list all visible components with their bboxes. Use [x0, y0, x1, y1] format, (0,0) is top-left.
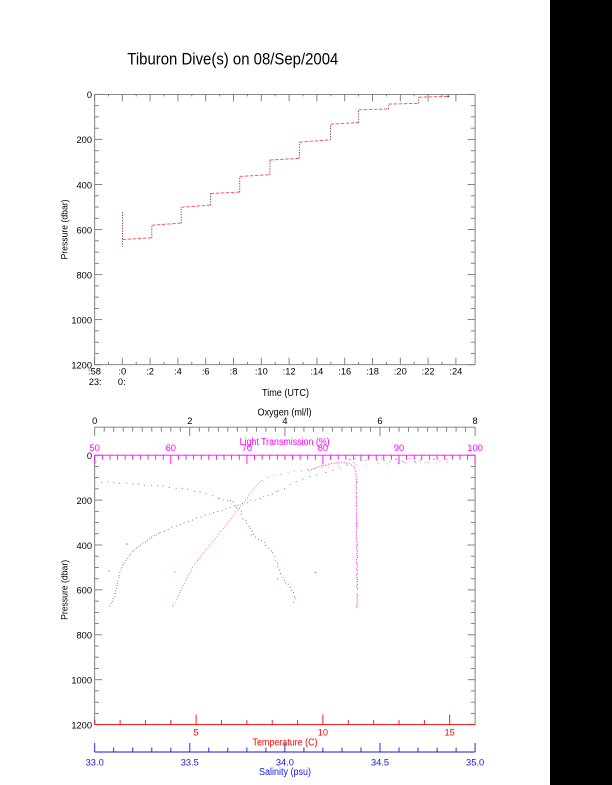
- svg-text::4: :4: [174, 367, 182, 377]
- svg-text:1200: 1200: [71, 720, 92, 730]
- svg-text:5: 5: [194, 728, 199, 738]
- svg-text::12: :12: [283, 367, 296, 377]
- svg-text::6: :6: [202, 367, 210, 377]
- svg-text:Pressure (dbar): Pressure (dbar): [60, 560, 71, 620]
- svg-text:Time (UTC): Time (UTC): [262, 388, 309, 399]
- svg-text:8: 8: [473, 416, 478, 426]
- svg-text:0:: 0:: [118, 377, 126, 387]
- svg-text::20: :20: [394, 367, 407, 377]
- svg-text:Salinity (psu): Salinity (psu): [259, 767, 311, 778]
- svg-text:400: 400: [76, 541, 92, 551]
- svg-text:70: 70: [242, 443, 252, 453]
- svg-text:800: 800: [76, 631, 92, 641]
- svg-text::14: :14: [310, 367, 323, 377]
- svg-text:34.5: 34.5: [371, 757, 389, 767]
- svg-text:0: 0: [92, 416, 97, 426]
- svg-text:23:: 23:: [89, 377, 102, 387]
- svg-text:2: 2: [187, 416, 192, 426]
- svg-text::18: :18: [366, 367, 379, 377]
- svg-text:33.5: 33.5: [181, 757, 199, 767]
- svg-text:10: 10: [318, 728, 328, 738]
- svg-text:6: 6: [377, 416, 382, 426]
- svg-text:200: 200: [76, 496, 92, 506]
- svg-text:Oxygen (ml/l): Oxygen (ml/l): [258, 407, 312, 418]
- svg-text:Temperature (C): Temperature (C): [253, 737, 318, 748]
- svg-text:0: 0: [87, 90, 92, 100]
- svg-text:1200: 1200: [71, 361, 92, 371]
- svg-text:4: 4: [282, 416, 287, 426]
- svg-text:35.0: 35.0: [466, 757, 484, 767]
- svg-text:Light Transmission (%): Light Transmission (%): [240, 437, 330, 448]
- svg-text::0: :0: [118, 367, 126, 377]
- svg-text:100: 100: [467, 443, 483, 453]
- svg-text:60: 60: [166, 443, 176, 453]
- svg-text:80: 80: [318, 443, 328, 453]
- svg-text:600: 600: [76, 586, 92, 596]
- svg-text::2: :2: [146, 367, 154, 377]
- svg-text::16: :16: [338, 367, 351, 377]
- svg-text:1000: 1000: [71, 676, 92, 686]
- svg-text:1000: 1000: [71, 315, 92, 325]
- svg-text:50: 50: [90, 443, 100, 453]
- svg-text:200: 200: [76, 135, 92, 145]
- svg-text::24: :24: [449, 367, 462, 377]
- svg-text::8: :8: [230, 367, 238, 377]
- svg-text:34.0: 34.0: [276, 757, 294, 767]
- svg-text:33.0: 33.0: [86, 757, 104, 767]
- svg-text::22: :22: [422, 367, 435, 377]
- svg-text:0: 0: [87, 451, 92, 461]
- svg-text::58: :58: [88, 367, 101, 377]
- svg-text::10: :10: [255, 367, 268, 377]
- svg-text:400: 400: [76, 180, 92, 190]
- svg-text:90: 90: [394, 443, 404, 453]
- svg-text:800: 800: [76, 270, 92, 280]
- svg-text:15: 15: [445, 728, 455, 738]
- svg-text:Pressure (dbar): Pressure (dbar): [60, 200, 71, 260]
- svg-text:600: 600: [76, 225, 92, 235]
- svg-text:Tiburon Dive(s) on 08/Sep/2004: Tiburon Dive(s) on 08/Sep/2004: [127, 49, 338, 68]
